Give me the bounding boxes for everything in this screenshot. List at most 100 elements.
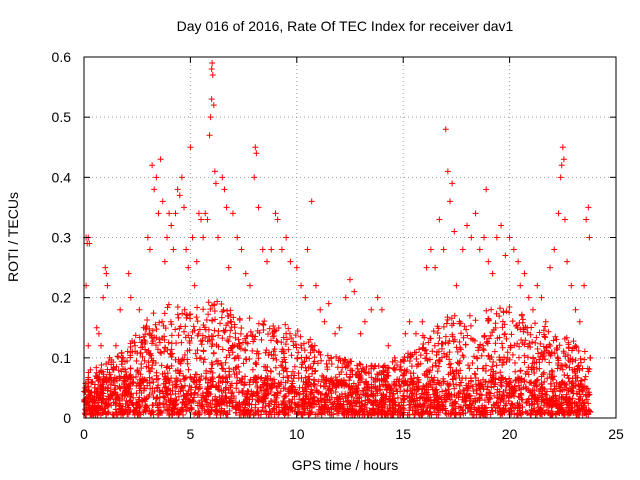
data-point [447, 364, 454, 371]
data-point [429, 377, 436, 384]
data-point [279, 346, 286, 353]
data-point [401, 395, 408, 402]
data-point [293, 344, 300, 351]
data-point [161, 404, 168, 411]
data-point [558, 162, 565, 169]
data-point [514, 374, 521, 381]
data-point [501, 409, 508, 416]
data-point [449, 333, 456, 340]
data-point [146, 325, 153, 332]
data-point [474, 407, 481, 414]
data-point [515, 382, 522, 389]
data-point [153, 326, 160, 333]
data-point [368, 363, 375, 370]
data-point [426, 378, 433, 385]
data-point [438, 345, 445, 352]
data-point [219, 346, 226, 353]
data-point [132, 332, 139, 339]
data-point [438, 354, 445, 361]
data-point [208, 66, 215, 73]
data-point [159, 198, 166, 205]
data-point [436, 380, 443, 387]
data-point [489, 363, 496, 370]
data-point [229, 342, 236, 349]
data-point [523, 400, 530, 407]
data-point [187, 392, 194, 399]
data-point [224, 378, 231, 385]
data-point [138, 398, 145, 405]
data-point [375, 407, 382, 414]
data-point [115, 353, 122, 360]
data-point [391, 364, 398, 371]
data-point [386, 397, 393, 404]
data-point [128, 390, 135, 397]
data-point [91, 403, 98, 410]
data-point [452, 400, 459, 407]
data-point [447, 396, 454, 403]
data-point [240, 360, 247, 367]
data-point [555, 360, 562, 367]
data-point [488, 306, 495, 313]
data-point [353, 395, 360, 402]
data-point [190, 323, 197, 330]
data-point [113, 409, 120, 416]
data-point [181, 351, 188, 358]
data-point [209, 72, 216, 79]
data-point [407, 376, 414, 383]
data-point [393, 378, 400, 385]
data-point [453, 392, 460, 399]
data-point [496, 305, 503, 312]
data-point [328, 361, 335, 368]
data-point [302, 294, 309, 301]
data-point [383, 383, 390, 390]
data-point [482, 405, 489, 412]
data-point [155, 404, 162, 411]
data-point [333, 353, 340, 360]
data-point [323, 360, 330, 367]
data-point [573, 406, 580, 413]
data-point [527, 379, 534, 386]
data-point [468, 377, 475, 384]
data-point [87, 410, 94, 417]
data-point [455, 370, 462, 377]
data-point [478, 352, 485, 359]
data-point [269, 333, 276, 340]
data-point [147, 368, 154, 375]
data-point [485, 316, 492, 323]
data-point [294, 327, 301, 334]
data-point [222, 395, 229, 402]
data-point [212, 316, 219, 323]
data-point [462, 409, 469, 416]
data-point [99, 410, 106, 417]
data-point [299, 397, 306, 404]
data-point [271, 406, 278, 413]
data-point [309, 370, 316, 377]
data-point [462, 395, 469, 402]
data-point [312, 282, 319, 289]
data-point [219, 308, 226, 315]
data-point [553, 345, 560, 352]
data-point [466, 401, 473, 408]
data-point [266, 408, 273, 415]
data-point [515, 402, 522, 409]
data-point [288, 399, 295, 406]
data-point [476, 246, 483, 253]
data-point [181, 328, 188, 335]
data-point [352, 383, 359, 390]
data-point [581, 282, 588, 289]
data-point [529, 339, 536, 346]
data-point [146, 246, 153, 253]
data-point [241, 379, 248, 386]
data-point [109, 391, 116, 398]
data-point [458, 330, 465, 337]
data-point [256, 329, 263, 336]
y-tick-label: 0.6 [52, 49, 72, 65]
data-point [460, 334, 467, 341]
data-point [371, 409, 378, 416]
data-point [202, 375, 209, 382]
data-point [451, 228, 458, 235]
data-point [374, 294, 381, 301]
data-point [166, 210, 173, 217]
data-point [246, 411, 253, 418]
data-point [141, 385, 148, 392]
